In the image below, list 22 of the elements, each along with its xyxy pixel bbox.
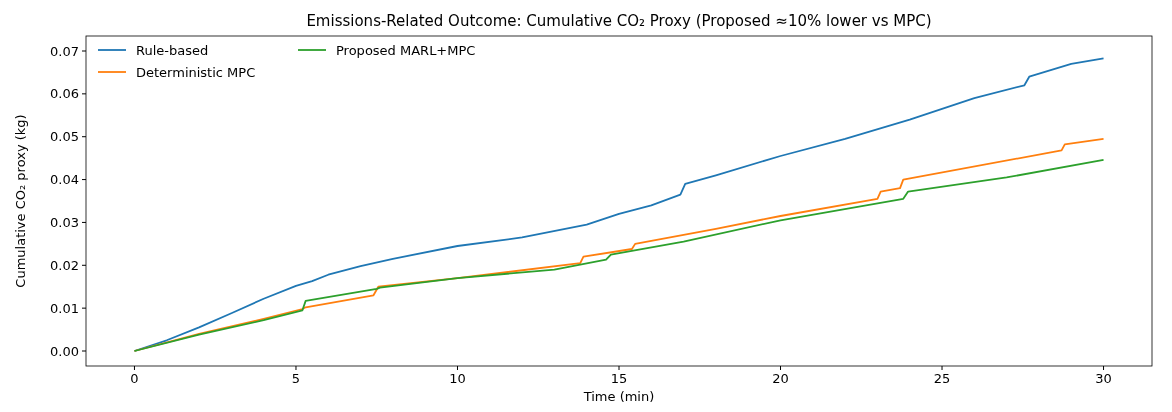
legend-label: Rule-based [136, 43, 209, 58]
x-tick-label: 20 [772, 371, 789, 386]
x-tick-label: 15 [610, 371, 628, 386]
y-tick-label: 0.00 [50, 343, 79, 359]
y-tick-label: 0.05 [50, 129, 79, 145]
x-tick-label: 5 [291, 371, 301, 386]
x-tick-label: 0 [130, 371, 139, 386]
y-axis-title: Cumulative CO₂ proxy (kg) [13, 114, 28, 288]
y-tick-label: 0.01 [50, 300, 79, 316]
y-tick-label: 0.02 [50, 257, 79, 273]
y-tick-label: 0.03 [50, 214, 79, 230]
legend-label: Proposed MARL+MPC [336, 43, 476, 58]
y-tick-label: 0.06 [50, 86, 79, 102]
y-tick-label: 0.04 [50, 172, 79, 188]
x-axis-title: Time (min) [582, 389, 655, 404]
chart-title: Emissions-Related Outcome: Cumulative CO₂ Proxy (Proposed ≈10% lower vs MPC) [306, 12, 932, 30]
y-tick-label: 0.07 [50, 43, 79, 59]
x-tick-label: 30 [1095, 371, 1112, 386]
legend-label: Deterministic MPC [136, 65, 256, 80]
x-tick-label: 25 [933, 371, 951, 386]
line-series [133, 57, 1105, 352]
x-tick-label: 10 [449, 371, 466, 386]
